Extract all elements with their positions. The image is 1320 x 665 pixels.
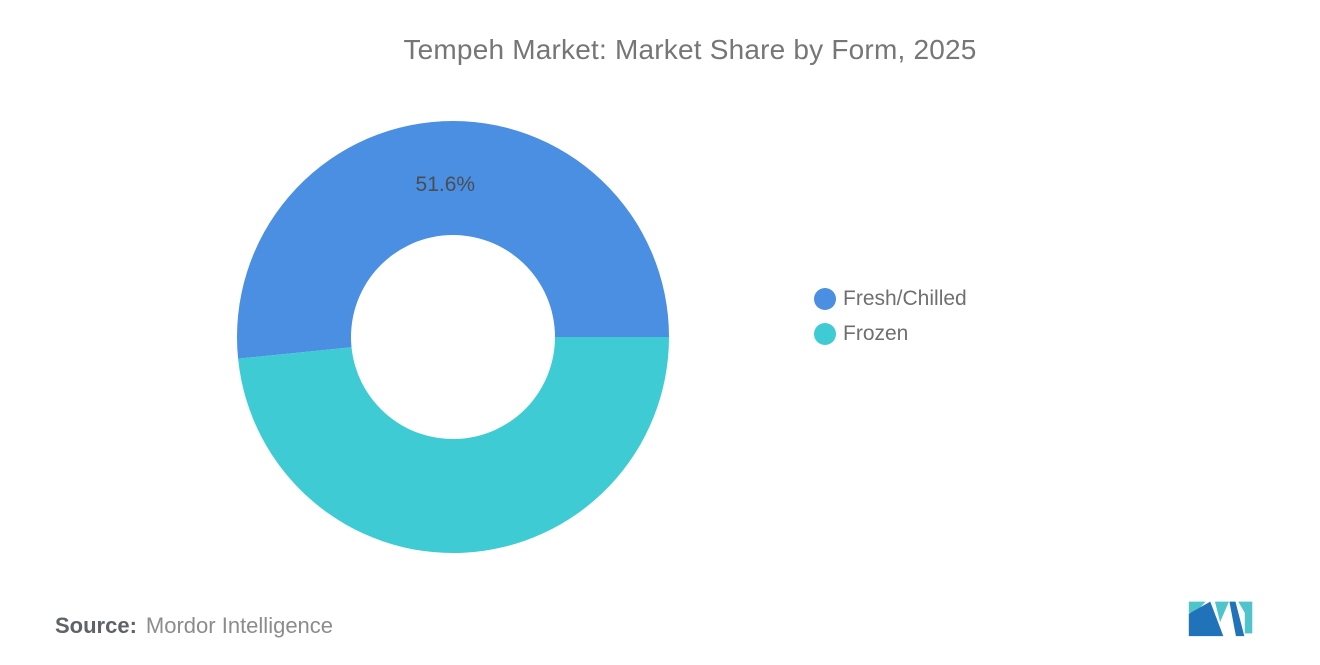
logo-shape (1238, 601, 1253, 634)
source-note: Source: Mordor Intelligence (55, 613, 333, 639)
logo-shape (1188, 601, 1206, 613)
legend-label-frozen: Frozen (843, 322, 909, 345)
legend-label-fresh-chilled: Fresh/Chilled (843, 287, 967, 310)
logo-shape (1188, 601, 1224, 637)
mordor-intelligence-logo (1188, 601, 1253, 637)
logo-shape (1229, 601, 1245, 637)
logo-shape (1214, 601, 1229, 623)
donut-data-label: 51.6% (416, 173, 476, 196)
legend-item-fresh-chilled[interactable]: Fresh/Chilled (814, 287, 967, 311)
donut-slice-frozen[interactable] (238, 337, 669, 554)
chart-title: Tempeh Market: Market Share by Form, 202… (403, 34, 977, 65)
legend-marker-icon (814, 288, 836, 310)
legend-marker-icon (814, 323, 836, 345)
source-label: Source: (55, 613, 137, 638)
legend: Fresh/Chilled Frozen (814, 287, 967, 346)
legend-item-frozen[interactable]: Frozen (814, 322, 967, 346)
donut-slice-fresh-chilled[interactable] (237, 121, 669, 359)
source-text: Mordor Intelligence (145, 613, 334, 638)
